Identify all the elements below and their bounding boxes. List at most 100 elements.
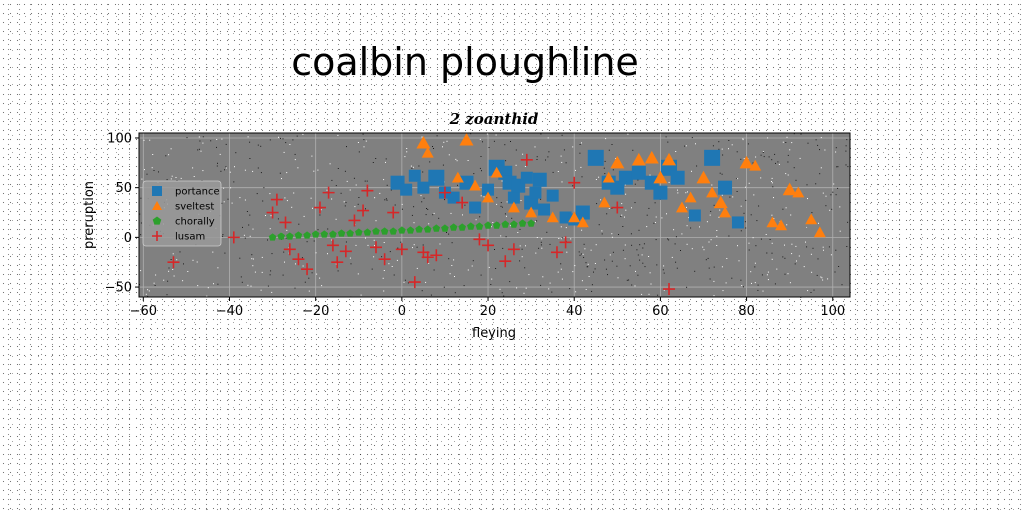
noise-dot <box>773 197 774 199</box>
noise-dot <box>604 160 606 162</box>
noise-dot <box>616 265 618 267</box>
sveltest-point <box>644 150 659 164</box>
chorally-point <box>449 223 458 231</box>
noise-dot <box>500 205 502 207</box>
noise-dot <box>561 134 563 136</box>
chorally-point <box>492 221 501 229</box>
noise-dot <box>144 169 145 171</box>
noise-dot <box>406 148 408 149</box>
portance-point <box>529 186 542 199</box>
sveltest-point <box>706 186 719 198</box>
chorally-point <box>475 222 484 230</box>
noise-dot <box>634 183 636 185</box>
noise-dot <box>412 166 414 168</box>
noise-dot <box>546 231 548 233</box>
lusam-point <box>227 231 240 244</box>
noise-dot <box>762 290 764 292</box>
noise-dot <box>728 148 729 150</box>
noise-dot <box>612 251 614 253</box>
noise-dot <box>713 266 715 268</box>
noise-dot <box>691 170 692 172</box>
noise-dot <box>180 177 182 179</box>
noise-dot <box>511 217 513 219</box>
x-tick-label: −20 <box>302 304 329 319</box>
series-sveltest <box>416 132 826 238</box>
noise-dot <box>540 198 542 200</box>
noise-dot <box>397 247 399 249</box>
noise-dot <box>835 249 837 251</box>
noise-dot <box>249 141 251 143</box>
noise-dot <box>176 259 178 261</box>
noise-dot <box>404 279 406 281</box>
legend-swatch-lusam <box>152 231 162 241</box>
noise-dot <box>479 216 481 218</box>
noise-dot <box>396 259 398 261</box>
noise-dot <box>796 260 797 262</box>
lusam-point <box>331 256 344 269</box>
sveltest-point <box>451 171 464 183</box>
noise-dot <box>632 149 634 151</box>
noise-dot <box>593 271 594 273</box>
noise-dot <box>771 258 773 260</box>
sveltest-point <box>749 159 762 171</box>
noise-dot <box>451 242 453 244</box>
noise-dot <box>495 134 497 136</box>
noise-dot <box>400 241 402 243</box>
noise-dot <box>278 136 279 138</box>
portance-point <box>688 209 701 222</box>
noise-dot <box>153 282 155 284</box>
noise-dot <box>335 263 337 265</box>
noise-dot <box>147 295 149 297</box>
noise-dot <box>558 238 560 239</box>
noise-dot <box>572 185 574 187</box>
legend-swatch-portance <box>152 186 162 196</box>
portance-point <box>670 170 685 185</box>
noise-dot <box>294 159 296 161</box>
noise-dot <box>294 287 296 289</box>
x-tick-label: 80 <box>738 304 755 319</box>
noise-dot <box>505 160 507 162</box>
noise-dot <box>686 286 688 288</box>
sveltest-point <box>713 195 728 209</box>
noise-dot <box>418 165 420 167</box>
noise-dot <box>709 214 711 216</box>
noise-dot <box>270 270 272 272</box>
noise-dot <box>355 244 357 246</box>
noise-dot <box>711 184 713 186</box>
noise-dot <box>595 244 597 246</box>
noise-dot <box>846 139 848 141</box>
noise-dot <box>663 289 665 291</box>
noise-dot <box>443 141 445 143</box>
noise-dot <box>216 165 218 167</box>
noise-dot <box>509 225 511 227</box>
chorally-point <box>398 226 406 234</box>
noise-dot <box>401 203 403 205</box>
noise-dot <box>785 173 787 175</box>
noise-dot <box>721 194 723 196</box>
noise-dot <box>815 183 817 185</box>
noise-dot <box>248 224 250 226</box>
noise-dot <box>713 295 715 297</box>
noise-dot <box>608 149 610 151</box>
noise-dot <box>252 228 254 230</box>
noise-dot <box>721 173 723 175</box>
noise-dot <box>457 184 458 186</box>
noise-dot <box>170 259 172 260</box>
noise-dot <box>308 277 310 279</box>
noise-dot <box>762 152 764 153</box>
lusam-point <box>663 283 676 296</box>
noise-dot <box>140 197 142 199</box>
noise-dot <box>256 193 258 195</box>
noise-dot <box>225 167 227 169</box>
plot-area <box>138 132 851 298</box>
noise-dot <box>743 212 745 214</box>
noise-dot <box>298 223 300 225</box>
noise-dot <box>688 217 690 219</box>
noise-dot <box>524 166 526 167</box>
plot-frame <box>138 132 851 298</box>
noise-dot <box>541 247 543 249</box>
noise-dot <box>771 177 773 179</box>
noise-dot <box>509 281 511 283</box>
noise-dot <box>685 192 687 194</box>
